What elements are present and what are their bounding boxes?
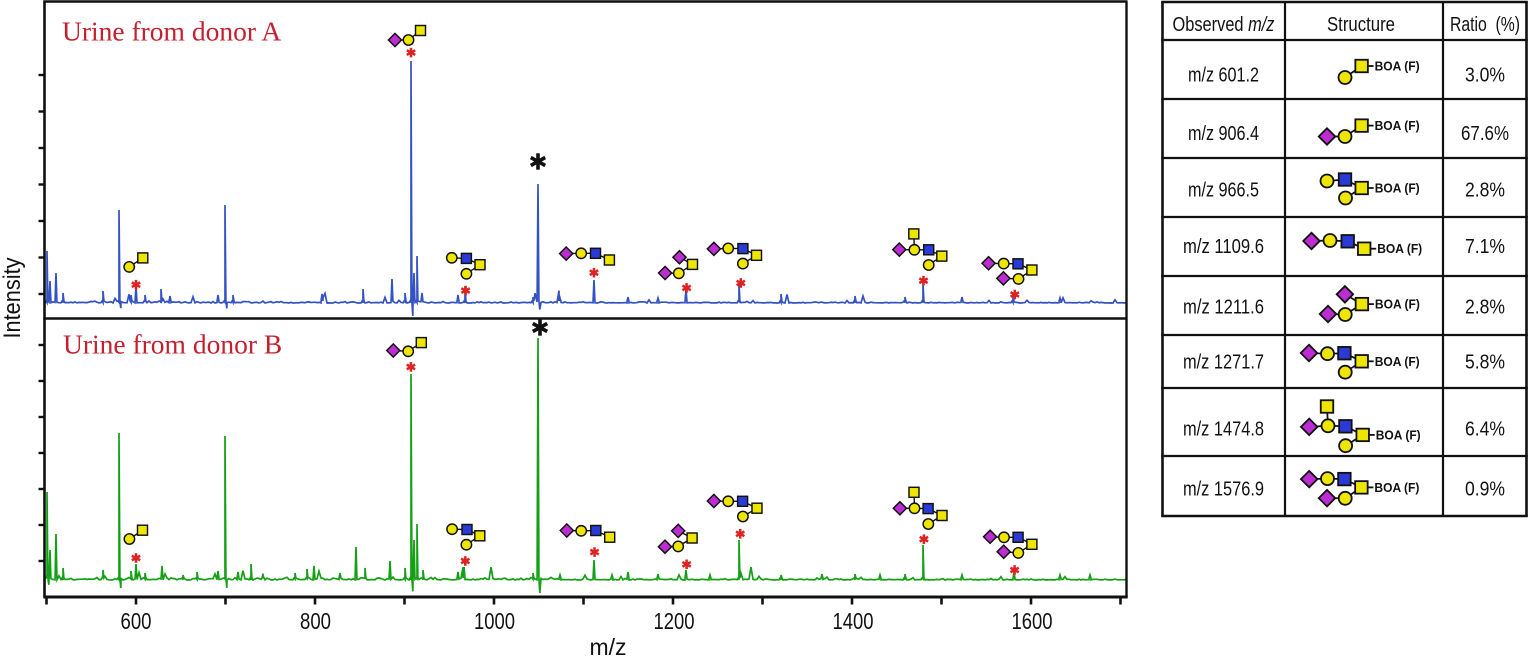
svg-text:BOA (F): BOA (F) bbox=[1377, 242, 1422, 256]
svg-text:m/z 601.2: m/z 601.2 bbox=[1188, 64, 1259, 86]
svg-text:2.8%: 2.8% bbox=[1465, 180, 1505, 202]
svg-text:m/z 906.4: m/z 906.4 bbox=[1188, 123, 1259, 145]
svg-text:5.8%: 5.8% bbox=[1465, 352, 1505, 374]
svg-text:BOA (F): BOA (F) bbox=[1375, 355, 1420, 369]
svg-text:Observed m/z: Observed m/z bbox=[1173, 13, 1275, 36]
svg-text:Structure: Structure bbox=[1327, 13, 1395, 36]
svg-text:m/z 1576.9: m/z 1576.9 bbox=[1183, 479, 1264, 501]
svg-text:m/z 1474.8: m/z 1474.8 bbox=[1183, 419, 1264, 441]
svg-text:800: 800 bbox=[300, 608, 331, 634]
svg-text:Intensity: Intensity bbox=[0, 257, 26, 339]
svg-text:BOA (F): BOA (F) bbox=[1375, 60, 1420, 74]
svg-text:1000: 1000 bbox=[474, 608, 515, 634]
svg-text:BOA (F): BOA (F) bbox=[1375, 119, 1420, 133]
svg-text:1600: 1600 bbox=[1012, 608, 1053, 634]
svg-text:m/z 1271.7: m/z 1271.7 bbox=[1183, 352, 1264, 374]
svg-text:BOA (F): BOA (F) bbox=[1375, 298, 1420, 312]
svg-text:m/z: m/z bbox=[590, 634, 627, 657]
svg-text:Urine from donor A: Urine from donor A bbox=[62, 16, 281, 47]
svg-text:m/z 1109.6: m/z 1109.6 bbox=[1183, 236, 1264, 258]
svg-text:2.8%: 2.8% bbox=[1465, 297, 1505, 319]
svg-text:0.9%: 0.9% bbox=[1465, 479, 1505, 501]
svg-text:1200: 1200 bbox=[654, 608, 695, 634]
svg-text:BOA (F): BOA (F) bbox=[1374, 481, 1419, 495]
svg-text:6.4%: 6.4% bbox=[1465, 419, 1505, 441]
svg-text:3.0%: 3.0% bbox=[1465, 64, 1505, 86]
svg-text:600: 600 bbox=[121, 608, 152, 634]
svg-text:m/z 966.5: m/z 966.5 bbox=[1188, 180, 1259, 202]
svg-text:BOA (F): BOA (F) bbox=[1376, 428, 1421, 442]
svg-text:1400: 1400 bbox=[833, 608, 874, 634]
svg-text:67.6%: 67.6% bbox=[1461, 123, 1509, 145]
svg-text:Ratio (%): Ratio (%) bbox=[1450, 13, 1520, 36]
svg-text:BOA (F): BOA (F) bbox=[1375, 182, 1420, 196]
svg-text:7.1%: 7.1% bbox=[1465, 236, 1505, 258]
svg-text:Urine from donor B: Urine from donor B bbox=[63, 329, 282, 360]
svg-text:m/z 1211.6: m/z 1211.6 bbox=[1183, 297, 1264, 319]
